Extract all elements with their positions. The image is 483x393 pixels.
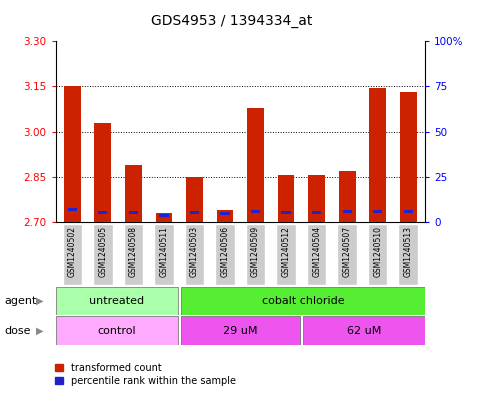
Bar <box>154 224 174 285</box>
Bar <box>342 210 352 213</box>
Bar <box>181 287 425 315</box>
Text: ▶: ▶ <box>36 325 44 336</box>
Text: GDS4953 / 1394334_at: GDS4953 / 1394334_at <box>151 14 313 28</box>
Bar <box>398 224 418 285</box>
Text: GSM1240511: GSM1240511 <box>159 226 169 277</box>
Bar <box>95 123 111 222</box>
Text: 62 uM: 62 uM <box>347 325 381 336</box>
Bar <box>56 316 178 345</box>
Text: untreated: untreated <box>89 296 144 306</box>
Bar <box>247 108 264 222</box>
Bar <box>278 175 295 222</box>
Bar <box>307 224 327 285</box>
Bar <box>186 177 203 222</box>
Bar <box>338 224 357 285</box>
Bar <box>185 224 204 285</box>
Bar <box>312 211 321 214</box>
Bar <box>217 210 233 222</box>
Text: GSM1240512: GSM1240512 <box>282 226 291 277</box>
Bar <box>276 224 296 285</box>
Text: dose: dose <box>5 325 31 336</box>
Text: agent: agent <box>5 296 37 306</box>
Text: GSM1240513: GSM1240513 <box>404 226 413 277</box>
Text: GSM1240510: GSM1240510 <box>373 226 382 277</box>
Text: GSM1240503: GSM1240503 <box>190 226 199 277</box>
Bar <box>246 224 265 285</box>
Bar <box>308 175 325 222</box>
Bar <box>400 92 417 222</box>
Bar <box>129 211 138 214</box>
Bar <box>303 316 425 345</box>
Bar <box>98 211 108 214</box>
Text: GSM1240504: GSM1240504 <box>312 226 321 277</box>
Bar <box>404 210 413 213</box>
Text: GSM1240502: GSM1240502 <box>68 226 77 277</box>
Bar <box>373 210 383 213</box>
Bar <box>156 213 172 222</box>
Bar <box>282 211 291 214</box>
Bar <box>251 210 260 213</box>
Bar <box>159 214 169 217</box>
Text: GSM1240507: GSM1240507 <box>342 226 352 277</box>
Text: GSM1240505: GSM1240505 <box>99 226 107 277</box>
Text: cobalt chloride: cobalt chloride <box>262 296 344 306</box>
Bar <box>215 224 235 285</box>
Text: 29 uM: 29 uM <box>223 325 257 336</box>
Bar <box>220 212 229 215</box>
Bar <box>181 316 300 345</box>
Text: ▶: ▶ <box>36 296 44 306</box>
Legend: transformed count, percentile rank within the sample: transformed count, percentile rank withi… <box>53 361 238 388</box>
Bar <box>369 88 386 222</box>
Text: GSM1240508: GSM1240508 <box>129 226 138 277</box>
Bar <box>368 224 387 285</box>
Bar <box>339 171 355 222</box>
Bar <box>124 224 143 285</box>
Bar <box>64 86 81 222</box>
Bar <box>190 211 199 214</box>
Bar <box>56 287 178 315</box>
Bar <box>93 224 113 285</box>
Text: GSM1240509: GSM1240509 <box>251 226 260 277</box>
Bar <box>63 224 82 285</box>
Text: GSM1240506: GSM1240506 <box>221 226 229 277</box>
Bar <box>68 208 77 211</box>
Text: control: control <box>97 325 136 336</box>
Bar <box>125 165 142 222</box>
